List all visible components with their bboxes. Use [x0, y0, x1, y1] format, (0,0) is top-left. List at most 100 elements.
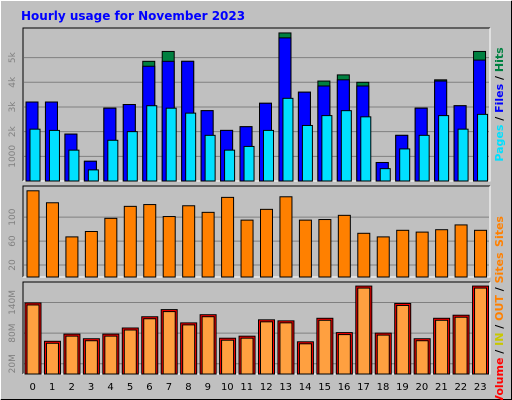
x-tick-label: 13 — [279, 382, 292, 393]
bar-volume-face — [65, 335, 79, 375]
bar-sites — [376, 236, 390, 278]
x-tick-label: 16 — [338, 382, 351, 393]
bar-sites — [435, 229, 449, 278]
plot-border-dark-2 — [22, 281, 490, 374]
x-tick-label: 9 — [205, 382, 211, 393]
bar-sites — [396, 229, 410, 278]
y-tick-label: 20 — [8, 259, 18, 271]
bars-volume — [24, 285, 490, 375]
bar-sites — [221, 196, 235, 278]
x-tick-label: 5 — [127, 382, 133, 393]
legend-entry: Pages — [493, 124, 506, 162]
bar-volume-face — [45, 342, 59, 375]
panel-sites: 20 60 100 Sites — [8, 185, 506, 278]
bar-volume-face — [123, 329, 137, 375]
bar-sites — [104, 217, 118, 278]
bar-volume-face — [337, 334, 351, 375]
bar-pages — [340, 110, 352, 182]
bar-pages — [29, 128, 41, 182]
x-tick-label: 2 — [68, 382, 74, 393]
bar-sites — [279, 196, 293, 278]
bar-volume-face — [357, 287, 371, 375]
bar-sites — [201, 211, 215, 278]
bar-sites — [454, 224, 468, 278]
x-tick-label: 10 — [221, 382, 234, 393]
bar-sites — [26, 190, 40, 278]
bar-volume-face — [279, 322, 293, 375]
panel-volume: 20M 80M 140M Volume / IN / OUT / Sites — [8, 252, 506, 400]
x-tick-label: 21 — [435, 382, 448, 393]
side-legend-2: Volume / IN / OUT / Sites — [493, 252, 506, 400]
bar-sites — [240, 219, 254, 278]
bar-sites — [123, 205, 137, 278]
side-legend-1: Sites — [493, 216, 506, 247]
x-tick-label: 7 — [166, 382, 172, 393]
plot-area-0 — [23, 28, 490, 181]
bar-pages — [301, 124, 313, 182]
legend-entry: / — [493, 113, 506, 125]
bar-sites — [415, 231, 429, 278]
hour-axis-labels: 0 1 2 3 4 5 6 7 8 9 10 11 12 13 14 15 16 17 18 19 20 21 22 23 — [30, 382, 487, 393]
x-tick-label: 18 — [377, 382, 390, 393]
bar-volume-face — [104, 335, 118, 375]
legend-entry: / — [493, 346, 506, 358]
legend-entry: OUT — [493, 295, 506, 321]
x-tick-label: 23 — [474, 382, 487, 393]
legend-entry: / — [493, 321, 506, 333]
y-tick-label: 1000 — [8, 145, 18, 168]
bar-pages — [477, 113, 489, 182]
side-legend-0: Pages / Files / Hits — [493, 47, 506, 162]
bar-sites — [143, 204, 157, 278]
bar-volume-face — [298, 343, 312, 375]
bar-pages — [165, 107, 177, 182]
y-tick-label: 60 — [8, 235, 18, 247]
bar-pages — [224, 149, 236, 182]
bar-volume-face — [26, 304, 40, 375]
x-tick-label: 19 — [396, 382, 409, 393]
plot-border-light-1 — [23, 186, 491, 278]
bar-volume-face — [415, 340, 429, 375]
bar-volume-face — [318, 319, 332, 375]
bars-sites — [26, 190, 488, 278]
bar-pages — [87, 169, 99, 182]
x-tick-label: 14 — [299, 382, 312, 393]
panel-pages-files-hits: 1000 2k 3k 4k 5k Pages / Files / Hits — [8, 27, 506, 182]
bar-volume-face — [260, 321, 273, 375]
bar-volume-face — [435, 319, 449, 375]
legend-entry: Sites — [493, 252, 506, 283]
bar-pages — [399, 148, 411, 182]
legend-entry: / — [493, 72, 506, 84]
bar-volume-face — [162, 311, 176, 375]
bar-pages — [68, 149, 80, 182]
bar-sites — [298, 219, 312, 278]
chart-title: Hourly usage for November 2023 — [21, 9, 245, 23]
bar-pages — [263, 129, 274, 182]
x-tick-label: 20 — [416, 382, 429, 393]
x-tick-label: 1 — [49, 382, 55, 393]
y-tick-label: 4k — [8, 76, 18, 88]
x-tick-label: 6 — [146, 382, 152, 393]
bar-sites — [45, 202, 59, 278]
bar-sites — [260, 208, 273, 278]
legend-entry: IN — [493, 333, 506, 346]
legend-entry: Hits — [493, 47, 506, 72]
y-tick-label: 80M — [8, 324, 18, 343]
y-tick-label: 100 — [8, 208, 18, 225]
bar-volume-face — [396, 304, 410, 375]
bar-volume-face — [143, 318, 157, 375]
bar-pages — [418, 134, 430, 182]
bar-pages — [107, 139, 119, 182]
bar-sites — [337, 214, 351, 278]
bar-sites — [318, 219, 332, 278]
bar-pages — [185, 112, 197, 182]
bar-pages — [146, 105, 158, 182]
bars-pages-files-hits — [25, 32, 489, 182]
bar-sites — [357, 232, 371, 278]
x-tick-label: 0 — [30, 382, 36, 393]
bar-pages — [457, 128, 469, 182]
x-tick-label: 8 — [185, 382, 191, 393]
bar-pages — [243, 145, 255, 182]
